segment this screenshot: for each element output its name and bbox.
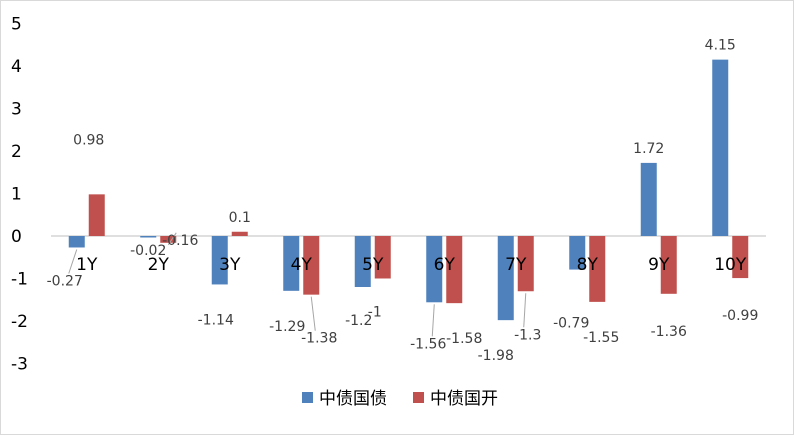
category-label-8Y: 8Y (577, 255, 599, 275)
legend: 中债国债 中债国开 (302, 389, 498, 409)
bar-series-1-2Y (140, 236, 157, 238)
data-label: -0.27 (47, 273, 83, 289)
leader-lines (68, 232, 527, 337)
data-label: -1.58 (446, 331, 482, 347)
bar-series-1-6Y (426, 236, 443, 303)
bar-series-2-7Y (517, 236, 534, 292)
legend-swatch-series-1 (302, 392, 313, 403)
data-label: -1.2 (345, 313, 372, 329)
bar-series-1-5Y (354, 236, 371, 287)
data-label: -0.16 (162, 233, 198, 249)
legend-label-series-2: 中债国开 (430, 389, 498, 409)
y-tick-label: 5 (11, 15, 22, 35)
bar-series-2-1Y (88, 194, 105, 236)
category-labels: 1Y 2Y 3Y 4Y 5Y 6Y 7Y 8Y 9Y 10Y (76, 255, 747, 275)
category-label-10Y: 10Y (714, 255, 747, 275)
bar-series-1-1Y (68, 236, 85, 248)
bar-series-2-6Y (446, 236, 463, 304)
bar-series-2-4Y (303, 236, 320, 295)
leader-line (68, 249, 78, 274)
bar-series-1-7Y (497, 236, 514, 321)
leader-line (523, 293, 527, 328)
y-tick-label: -1 (11, 270, 28, 290)
data-label: -1.98 (478, 348, 514, 364)
category-label-4Y: 4Y (291, 255, 313, 275)
y-tick-label: 0 (11, 227, 22, 247)
bar-series-2-5Y (374, 236, 391, 279)
data-label: -1.38 (301, 331, 337, 347)
bar-series-1-3Y (211, 236, 228, 285)
data-label: 1.72 (633, 141, 664, 157)
category-label-7Y: 7Y (505, 255, 527, 275)
bar-series-1-10Y (712, 59, 729, 236)
bar-series-1-8Y (569, 236, 586, 270)
bar-series-2-8Y (589, 236, 606, 302)
data-label: -1.3 (514, 327, 541, 343)
bar-series-1-4Y (283, 236, 300, 291)
bar-series-2-9Y (660, 236, 677, 294)
data-label: 0.1 (229, 210, 251, 226)
data-label: 0.98 (73, 132, 104, 148)
data-label: -1.56 (410, 336, 446, 352)
y-tick-label: -2 (11, 312, 28, 332)
data-label: -0.79 (553, 316, 589, 332)
data-label: -1 (368, 305, 382, 321)
data-label: -0.02 (130, 243, 166, 259)
leader-line (431, 304, 435, 337)
data-label: -1.29 (269, 319, 305, 335)
bar-series-2-10Y (732, 236, 749, 279)
leader-line (167, 232, 177, 246)
y-tick-label: 2 (11, 142, 22, 162)
y-tick-label: 3 (11, 100, 22, 120)
y-tick-label: 1 (11, 185, 22, 205)
data-label: -0.99 (722, 308, 758, 324)
bar-series-1-9Y (640, 162, 657, 236)
legend-label-series-1: 中债国债 (319, 389, 387, 409)
bars (68, 59, 749, 321)
category-label-2Y: 2Y (148, 255, 170, 275)
bar-series-2-3Y (231, 231, 248, 236)
data-label: 4.15 (705, 38, 736, 54)
category-label-5Y: 5Y (362, 255, 384, 275)
y-axis: 5 4 3 2 1 0 -1 -2 -3 (11, 15, 28, 375)
data-labels: -0.27 0.98 -0.02-0.16 -1.14 0.1 -1.29-1.38 -1.… (47, 38, 759, 365)
data-label: -1.14 (198, 312, 234, 328)
data-label: -1.55 (583, 330, 619, 346)
data-label: -1.36 (651, 324, 687, 340)
bar-series-2-2Y (160, 236, 177, 243)
y-tick-label: 4 (11, 57, 22, 77)
leader-line (310, 296, 316, 331)
category-label-1Y: 1Y (76, 255, 98, 275)
category-label-9Y: 9Y (648, 255, 670, 275)
category-label-3Y: 3Y (219, 255, 241, 275)
y-tick-label: -3 (11, 355, 28, 375)
legend-swatch-series-2 (413, 392, 424, 403)
category-label-6Y: 6Y (434, 255, 456, 275)
